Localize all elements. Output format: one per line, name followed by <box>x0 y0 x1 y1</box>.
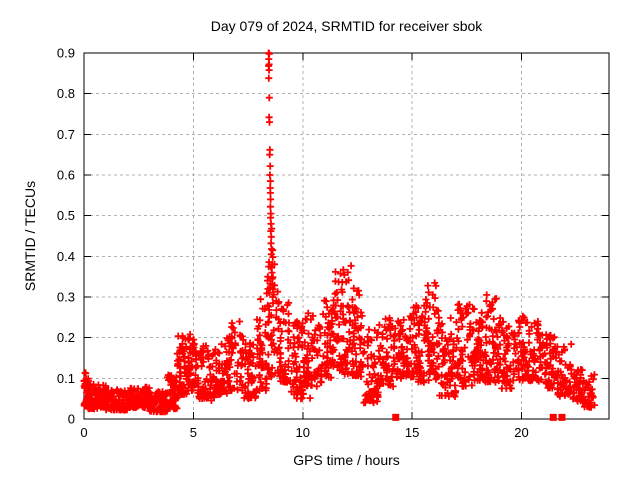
x-tick-label: 20 <box>514 425 528 440</box>
chart-title: Day 079 of 2024, SRMTID for receiver sbo… <box>210 18 483 34</box>
grid-lines <box>84 53 609 419</box>
y-tick-label: 0.7 <box>57 127 75 142</box>
y-tick-label: 0.2 <box>57 330 75 345</box>
x-tick-label: 0 <box>80 425 87 440</box>
y-tick-label: 0.8 <box>57 86 75 101</box>
y-tick-label: 0 <box>68 412 75 427</box>
plot-frame <box>83 52 610 420</box>
zero-flag-square <box>392 413 400 421</box>
zero-flag-square <box>549 413 557 421</box>
x-tick-label: 10 <box>296 425 310 440</box>
y-tick-label: 0.1 <box>57 371 75 386</box>
zero-flag-square <box>558 413 566 421</box>
x-tick-labels: 0 5 10 15 20 <box>80 425 528 440</box>
x-axis-label: GPS time / hours <box>293 452 400 468</box>
y-tick-label: 0.4 <box>57 249 75 264</box>
x-tick-label: 5 <box>190 425 197 440</box>
y-tick-label: 0.5 <box>57 208 75 223</box>
scatter-points <box>80 49 598 416</box>
y-tick-label: 0.6 <box>57 168 75 183</box>
y-tick-labels: 0 0.1 0.2 0.3 0.4 0.5 0.6 0.7 0.8 0.9 <box>57 46 75 427</box>
zero-flag-markers <box>392 413 566 421</box>
y-tick-label: 0.9 <box>57 46 75 61</box>
y-tick-label: 0.3 <box>57 290 75 305</box>
x-tick-label: 15 <box>405 425 419 440</box>
